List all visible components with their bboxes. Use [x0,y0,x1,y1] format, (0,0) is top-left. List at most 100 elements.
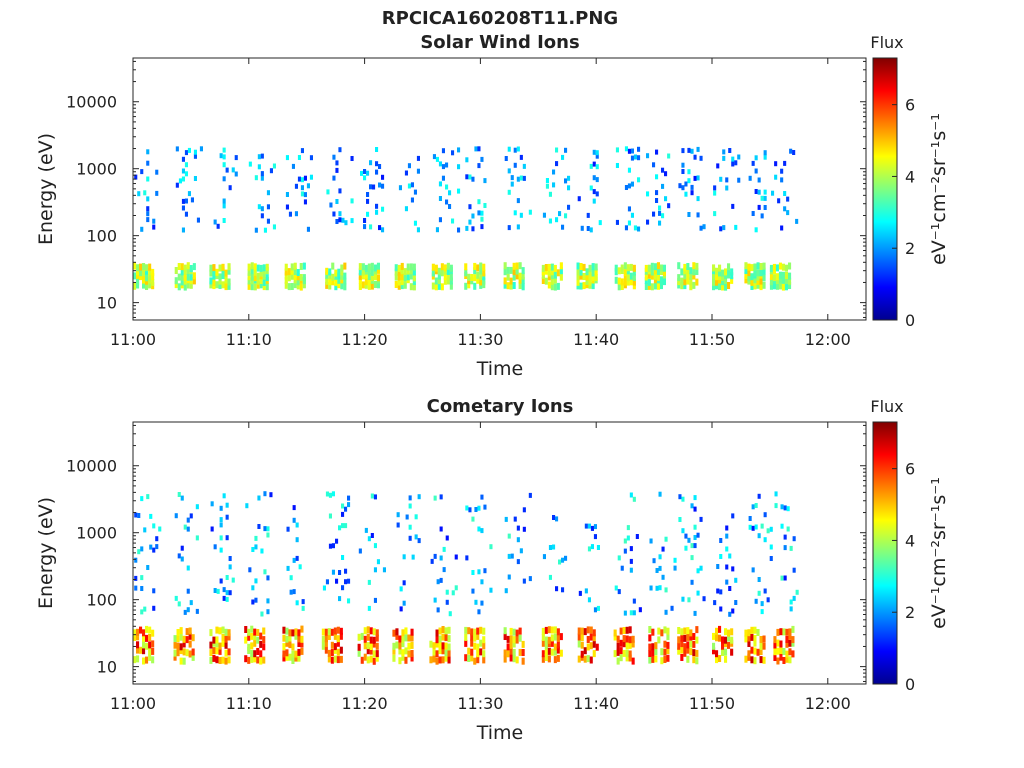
spectrogram-cell [366,656,370,664]
spectrogram-cell [340,264,344,272]
spectrogram-cell [769,556,773,561]
spectrogram-cell [432,655,436,663]
spectrogram-cell [297,640,301,647]
spectrogram-cell [224,269,228,277]
spectrogram-cell [369,160,373,166]
spectrogram-cell [134,512,138,518]
spectrogram-cell [440,263,444,271]
spectrogram-cell [260,171,264,177]
spectrogram-cell [550,277,554,285]
spectrogram-cell [544,636,548,644]
spectrogram-cell [394,268,398,276]
spectrogram-cell [753,657,757,665]
spectrogram-cell [781,276,785,284]
spectrogram-cell [628,626,632,634]
spectrogram-cell [696,146,700,152]
spectrogram-cell [396,512,400,518]
spectrogram-cell [465,174,469,180]
spectrogram-cell [759,277,763,285]
spectrogram-cell [222,147,226,153]
spectrogram-cell [558,211,562,217]
spectrogram-cell [404,656,408,664]
spectrogram-cell [473,628,477,636]
spectrogram-cell [406,273,410,281]
spectrogram-cell [769,526,773,532]
spectrogram-cell [375,147,379,152]
colorbar-tick-label: 4 [905,531,915,550]
spectrogram-cell [404,634,408,642]
spectrogram-cell [339,646,343,654]
spectrogram-cell [555,516,559,522]
spectrogram-cell [759,656,763,664]
spectrogram-cell [756,281,760,289]
spectrogram-cell [686,272,690,280]
spectrogram-cell [224,649,228,657]
spectrogram-cell [759,269,763,277]
spectrogram-cell [290,263,294,271]
spectrogram-cell [470,628,474,636]
colorbar-tick-label: 2 [905,239,915,258]
spectrogram-cell [789,545,793,551]
spectrogram-cell [250,625,254,633]
spectrogram-cell [756,629,760,636]
spectrogram-cell [183,524,187,530]
spectrogram-cell [437,277,441,285]
spectrogram-cell [689,278,693,286]
spectrogram-cell [215,636,219,644]
spectrogram-cell [656,262,660,270]
spectrogram-cell [598,220,602,226]
spectrogram-cell [445,589,449,595]
spectrogram-cell [177,273,181,281]
spectrogram-cell [550,626,554,634]
spectrogram-cell [188,640,192,648]
spectrogram-cell [397,282,401,290]
spectrogram-cell [620,283,624,290]
spectrogram-cell [435,657,439,665]
spectrogram-cell [677,642,681,650]
spectrogram-cell [256,281,260,289]
spectrogram-cell [285,639,289,647]
spectrogram-cell [614,264,618,272]
spectrogram-cell [653,272,657,280]
spectrogram-cell [328,278,332,286]
spectrogram-cell [148,281,152,289]
spectrogram-cell [617,277,621,285]
spectrogram-cell [719,226,723,232]
spectrogram-cell [483,504,487,510]
spectrogram-cell [680,634,684,642]
spectrogram-cell [547,263,551,271]
spectrogram-cell [464,282,468,290]
spectrogram-cell [474,146,478,152]
spectrogram-cell [553,283,557,291]
spectrogram-cell [412,283,416,291]
spectrogram-cell [408,503,412,509]
spectrogram-cell [789,606,793,612]
spectrogram-cell [646,219,650,225]
spectrogram-cell [408,524,412,530]
spectrogram-cell [324,646,328,654]
spectrogram-cell [431,282,435,290]
spectrogram-cell [473,634,477,642]
spectrogram-cell [759,642,763,650]
spectrogram-cell [757,493,761,499]
colorbar-tick-label: 4 [905,167,915,186]
spectrogram-cell [366,647,370,655]
spectrogram-cell [715,282,719,290]
spectrogram-cell [336,648,340,656]
spectrogram-cell [757,177,761,183]
spectrogram-cell [553,643,557,651]
spectrogram-cell [683,263,687,271]
spectrogram-cell [757,189,761,195]
spectrogram-cell [181,198,185,204]
spectrogram-cell [337,268,341,276]
spectrogram-cell [548,191,552,197]
spectrogram-cell [756,262,760,270]
spectrogram-cell [209,269,213,277]
spectrogram-cell [336,656,340,664]
spectrogram-cell [145,264,149,272]
spectrogram-cell [253,274,257,282]
y-tick-label: 1000 [76,524,117,543]
spectrogram-cell [366,170,370,176]
spectrogram-cell [447,626,451,634]
spectrogram-cell [190,197,194,203]
